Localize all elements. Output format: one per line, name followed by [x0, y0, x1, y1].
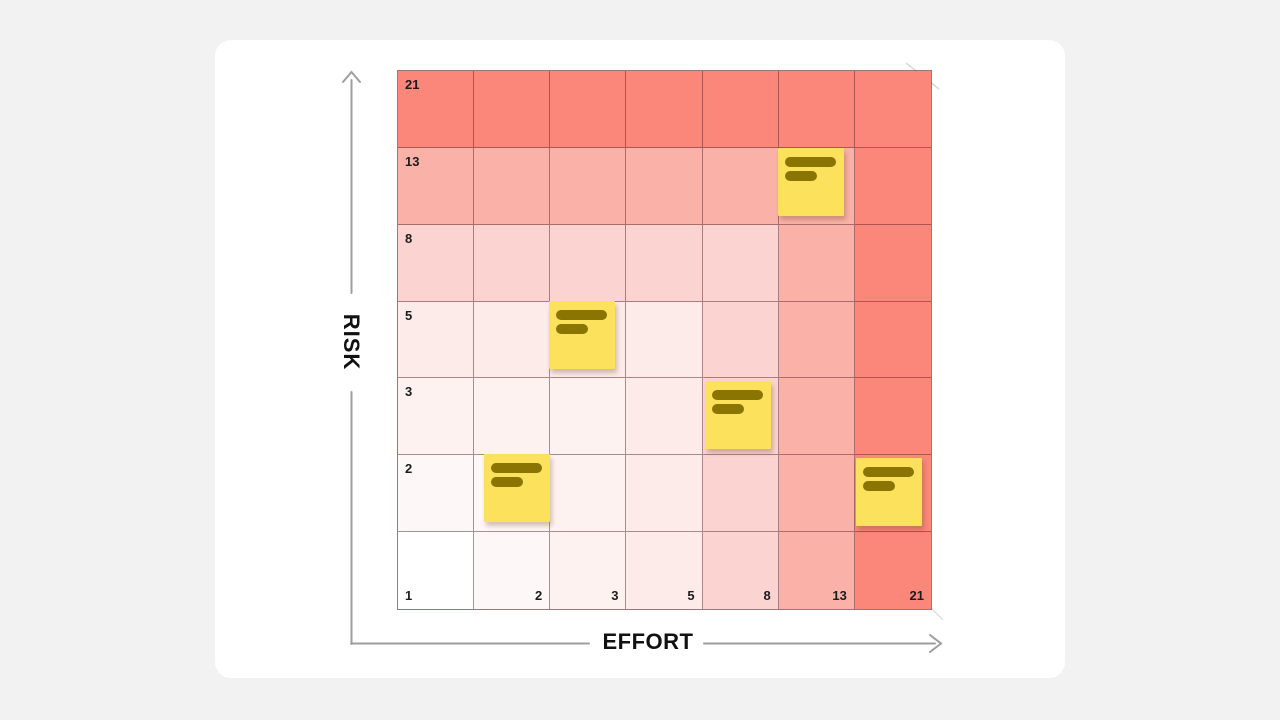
matrix-cell-risk8-effort2: [474, 224, 551, 302]
matrix-cell-risk21-effort13: [778, 71, 855, 148]
matrix-cell-risk3-effort5: [626, 378, 703, 456]
sticky-note-1[interactable]: [777, 147, 844, 216]
matrix-cell-risk5-effort21: [854, 301, 931, 379]
matrix-cell-risk21-effort8: [702, 71, 779, 148]
matrix-cell-risk13-effort21: [854, 147, 931, 225]
risk-axis-label: RISK: [339, 313, 364, 371]
matrix-cell-risk21-effort1: 21: [398, 71, 475, 148]
matrix-cell-risk13-effort3: [550, 147, 627, 225]
matrix-cell-risk21-effort21: [854, 71, 931, 148]
matrix-cell-risk3-effort2: [474, 378, 551, 456]
effort-scale-label: 2: [535, 587, 543, 603]
sticky-note-4[interactable]: [484, 454, 551, 523]
matrix-cell-risk8-effort5: [626, 224, 703, 302]
matrix-cell-risk2-effort13: [778, 455, 855, 533]
sticky-note-2[interactable]: [549, 300, 616, 369]
origin-scale-label: 1: [405, 587, 413, 603]
effort-scale-label: 5: [687, 587, 695, 603]
matrix-cell-risk8-effort8: [702, 224, 779, 302]
matrix-cell-risk3-effort3: [550, 378, 627, 456]
risk-scale-label: 13: [405, 153, 420, 169]
note-text-line-short: [784, 170, 817, 181]
note-text-line-long: [491, 463, 543, 474]
matrix-cell-risk1-effort1: 1: [398, 532, 475, 609]
matrix-cell-risk3-effort21: [854, 378, 931, 456]
matrix-cell-risk5-effort5: [626, 301, 703, 379]
note-text-line-short: [491, 477, 524, 488]
effort-scale-label: 21: [909, 587, 924, 603]
note-text-line-short: [862, 481, 895, 492]
matrix-cell-risk8-effort1: 8: [398, 224, 475, 302]
matrix-cell-risk21-effort5: [626, 71, 703, 148]
matrix-cell-risk5-effort13: [778, 301, 855, 379]
matrix-cell-risk3-effort1: 3: [398, 378, 475, 456]
matrix-cell-risk13-effort2: [474, 147, 551, 225]
matrix-cell-risk1-effort13: 13: [778, 532, 855, 609]
sticky-note-3[interactable]: [704, 381, 771, 450]
matrix-cell-risk2-effort3: [550, 455, 627, 533]
matrix-cell-risk1-effort21: 21: [854, 532, 931, 609]
matrix-cell-risk1-effort3: 3: [550, 532, 627, 609]
sticky-note-5[interactable]: [855, 458, 922, 527]
risk-scale-label: 8: [405, 230, 413, 246]
matrix-cell-risk13-effort5: [626, 147, 703, 225]
note-text-line-long: [556, 309, 608, 320]
risk-scale-label: 21: [405, 77, 420, 92]
matrix-cell-risk8-effort3: [550, 224, 627, 302]
matrix-cell-risk1-effort8: 8: [702, 532, 779, 609]
note-text-line-long: [784, 156, 836, 167]
matrix-cell-risk2-effort5: [626, 455, 703, 533]
matrix-cell-risk1-effort2: 2: [474, 532, 551, 609]
matrix-cell-risk13-effort1: 13: [398, 147, 475, 225]
matrix-cell-risk5-effort2: [474, 301, 551, 379]
matrix-cell-risk13-effort8: [702, 147, 779, 225]
risk-effort-matrix: 21 13 8 5 3 2 1 2 3 5 8 13 21: [397, 70, 932, 610]
matrix-cell-risk5-effort1: 5: [398, 301, 475, 379]
matrix-cell-risk1-effort5: 5: [626, 532, 703, 609]
note-text-line-long: [711, 390, 763, 401]
note-text-line-short: [711, 404, 744, 415]
risk-scale-label: 2: [405, 461, 413, 477]
note-text-line-long: [862, 467, 914, 478]
matrix-cell-risk3-effort13: [778, 378, 855, 456]
risk-scale-label: 3: [405, 384, 413, 400]
effort-axis-label: EFFORT: [602, 629, 694, 654]
matrix-cell-risk21-effort3: [550, 71, 627, 148]
effort-scale-label: 3: [611, 587, 619, 603]
matrix-cell-risk5-effort8: [702, 301, 779, 379]
matrix-cell-risk2-effort1: 2: [398, 455, 475, 533]
effort-scale-label: 8: [763, 587, 771, 603]
effort-scale-label: 13: [832, 587, 847, 603]
matrix-cell-risk21-effort2: [474, 71, 551, 148]
note-text-line-short: [556, 323, 589, 334]
matrix-cell-risk8-effort21: [854, 224, 931, 302]
matrix-cell-risk2-effort8: [702, 455, 779, 533]
matrix-cell-risk8-effort13: [778, 224, 855, 302]
risk-scale-label: 5: [405, 307, 413, 323]
